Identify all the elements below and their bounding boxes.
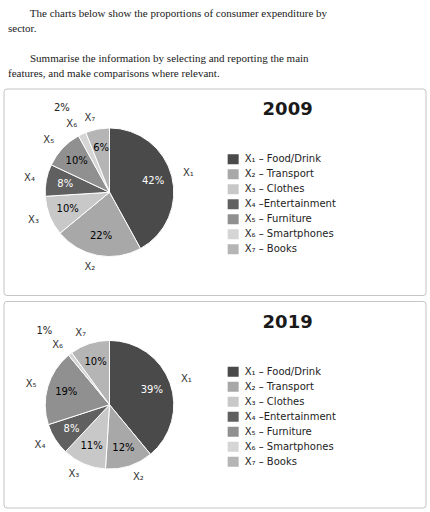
pie-slice [86,128,110,192]
data-label: 22% [90,230,112,241]
legend-swatch [228,427,239,437]
chart-title: 2009 [263,98,313,119]
chart-panel: X₁ 39% X₂ 12% X₃ 11% X₄ 8% X₅ 19% X₆1% X₇ 10% 2019 X₁ … [4,302,426,509]
paragraph: The charts below show the proportions of… [8,6,422,36]
data-label: 2% [54,102,70,113]
data-label: 8% [57,178,73,189]
legend-swatch [228,229,239,239]
legend-entry: X₅ – Furniture [245,426,312,437]
data-label: 42% [142,175,164,186]
slice-label: X₇ [75,327,86,338]
legend-swatch [228,214,239,224]
legend-swatch [228,457,239,467]
legend-swatch [228,367,239,377]
pie-labels: X₁ 42% X₂ 22% X₃ 10% X₄ 8% X₅ 10% X₆ 2% X₇ 6% [24,102,194,272]
pie-labels: X₁ 39% X₂ 12% X₃ 11% X₄ 8% X₅ 19% X₆1% X₇ 10% [26,325,192,482]
legend-entry: X₄ –Entertainment [245,198,336,209]
chart-panel: X₁ 42% X₂ 22% X₃ 10% X₄ 8% X₅ 10% X₆ 2% X₇ 6% 2009 X₁ –… [4,89,426,296]
data-label: 10% [57,203,79,214]
slice-label: X₂ [133,471,144,482]
slice-label: X₃ [28,214,39,225]
legend-swatch [228,199,239,209]
legend-entry: X₁ – Food/Drink [245,153,321,164]
charts: X₁ 42% X₂ 22% X₃ 10% X₄ 8% X₅ 10% X₆ 2% X₇ 6% 2009 X₁ –… [0,0,430,512]
panel-border [4,302,426,509]
legend: X₁ – Food/Drink X₂ – Transport X₃ – Clothe… [228,153,336,254]
slice-label: X₃ [69,468,80,479]
slice-label: X₅ [43,134,54,145]
slice-label: X₄ [24,172,35,183]
data-label: 19% [55,386,77,397]
panel-border [4,89,426,296]
legend-swatch [228,382,239,392]
legend-entry: X₄ –Entertainment [245,411,336,422]
pie-slice [105,405,150,469]
data-label: 39% [141,384,163,395]
slice-label: X₅ [26,378,37,389]
legend-swatch [228,184,239,194]
slice-label: X₆ [66,118,77,129]
pie [45,340,174,469]
chart-title: 2019 [263,311,313,332]
legend-entry: X₃ – Clothes [245,396,305,407]
intro-text: The charts below show the proportions of… [8,6,422,81]
legend-entry: X₂ – Transport [245,168,314,179]
pie [45,128,174,257]
legend: X₁ – Food/Drink X₂ – Transport X₃ – Clothe… [228,366,336,467]
data-label: 10% [66,155,88,166]
slice-label: X₄ [35,439,46,450]
legend-entry: X₃ – Clothes [245,183,305,194]
pie-slice [45,192,109,233]
data-label: 10% [84,356,106,367]
legend-entry: X₇ – Books [245,243,297,254]
legend-swatch [228,244,239,254]
slice-label: X₁ [183,167,194,178]
data-label: 6% [93,142,109,153]
legend-swatch [228,442,239,452]
legend-entry: X₆ – Smartphones [245,228,334,239]
data-label: 12% [112,442,134,453]
paragraph: Summarise the information by selecting a… [8,51,422,81]
slice-label: X₆ [52,339,63,350]
legend-entry: X₂ – Transport [245,381,314,392]
data-label: 11% [81,440,103,451]
legend-entry: X₅ – Furniture [245,213,312,224]
legend-swatch [228,169,239,179]
slice-label: X₁ [181,373,192,384]
slice-label: X₂ [84,261,95,272]
legend-swatch [228,154,239,164]
legend-swatch [228,397,239,407]
legend-entry: X₁ – Food/Drink [245,366,321,377]
legend-entry: X₇ – Books [245,456,297,467]
legend-swatch [228,412,239,422]
data-label: 8% [64,423,80,434]
slice-label: X₇ [84,112,95,123]
legend-entry: X₆ – Smartphones [245,441,334,452]
data-label: 1% [36,325,52,336]
